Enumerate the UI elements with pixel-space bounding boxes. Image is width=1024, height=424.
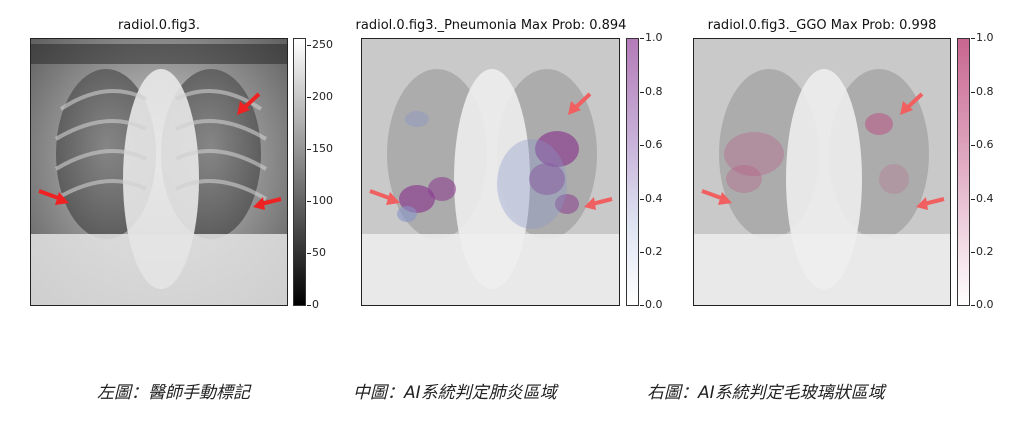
xray-image-original [30, 38, 288, 306]
xray-drawing [694, 39, 950, 305]
tick: 50 [307, 246, 326, 259]
xray-image-pneumonia [361, 38, 620, 306]
tick: 0.8 [971, 85, 994, 98]
caption-right: 右圖：AI系統判定毛玻璃狀區域 [647, 383, 885, 403]
tick: 0.4 [640, 192, 663, 205]
ggo-heatmap [724, 113, 909, 194]
tick: 0.0 [971, 298, 994, 311]
panel-1-title: radiol.0.fig3. [117, 18, 201, 33]
caption-left: 左圖：醫師手動標記 [97, 383, 250, 403]
xray-drawing [31, 39, 287, 305]
panel-2-title: radiol.0.fig3._Pneumonia Max Prob: 0.894 [355, 18, 627, 33]
colorbar-gray [293, 38, 306, 306]
tick: 200 [307, 90, 333, 103]
tick: 0.8 [640, 85, 663, 98]
pneumonia-heatmap [397, 111, 579, 229]
tick: 1.0 [640, 31, 663, 44]
tick: 0 [307, 298, 319, 311]
red-arrow-icon [701, 92, 945, 210]
tick: 150 [307, 142, 333, 155]
tick: 0.0 [640, 298, 663, 311]
xray-image-ggo [693, 38, 951, 306]
colorbar-ggo [957, 38, 970, 306]
colorbar-pneumonia [626, 38, 639, 306]
xray-drawing [362, 39, 619, 305]
red-arrow-icon [369, 92, 613, 210]
tick: 0.6 [971, 138, 994, 151]
tick: 0.2 [640, 245, 663, 258]
tick: 0.2 [971, 245, 994, 258]
panel-3-title: radiol.0.fig3._GGO Max Prob: 0.998 [707, 18, 937, 33]
red-arrow-icon [38, 92, 282, 210]
tick: 1.0 [971, 31, 994, 44]
tick: 100 [307, 194, 333, 207]
tick: 0.6 [640, 138, 663, 151]
tick: 0.4 [971, 192, 994, 205]
caption-middle: 中圖：AI系統判定肺炎區域 [353, 383, 557, 403]
tick: 250 [307, 38, 333, 51]
